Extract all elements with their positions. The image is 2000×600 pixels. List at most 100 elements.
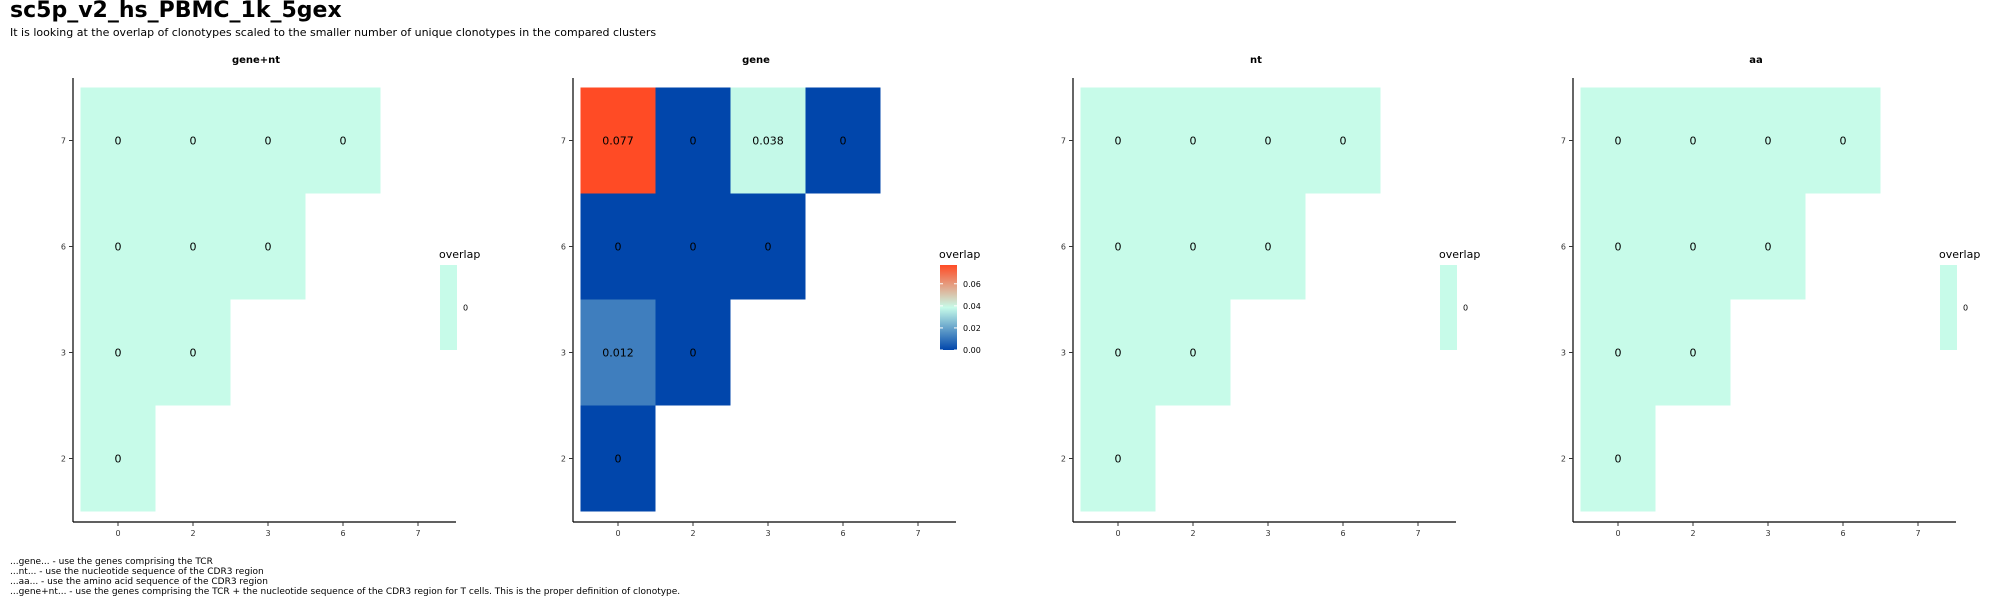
heatmap-cell	[1155, 193, 1231, 300]
y-tick-label: 2	[561, 455, 566, 464]
cell-value-label: 0	[615, 241, 622, 254]
heatmap-cell	[1730, 87, 1806, 194]
cell-value-label: 0	[1615, 241, 1622, 254]
x-tick-label: 2	[690, 529, 695, 538]
heatmap-cell	[580, 299, 656, 406]
cell-value-label: 0	[615, 453, 622, 466]
heatmap-cell	[580, 87, 656, 194]
heatmap-cell	[1155, 299, 1231, 406]
legend-title: overlap	[1939, 248, 1980, 261]
x-tick-label: 7	[415, 529, 420, 538]
legend-tick-label: 0	[1963, 304, 1968, 313]
x-tick-label: 0	[115, 529, 120, 538]
legend-tick-label: 0.04	[963, 302, 981, 311]
x-tick-label: 6	[840, 529, 845, 538]
panel-title: aa	[1749, 55, 1763, 66]
y-tick-label: 3	[561, 349, 566, 358]
heatmap-cell	[80, 193, 156, 300]
x-tick-label: 6	[340, 529, 345, 538]
legend-tick-label: 0.02	[963, 324, 981, 333]
cell-value-label: 0	[340, 135, 347, 148]
heatmap-cell	[80, 87, 156, 194]
cell-value-label: 0	[115, 241, 122, 254]
legend-title: overlap	[439, 248, 480, 261]
x-tick-label: 2	[1190, 529, 1195, 538]
y-tick-label: 2	[61, 455, 66, 464]
heatmap-cell	[1580, 405, 1656, 512]
cell-value-label: 0	[1190, 347, 1197, 360]
x-tick-label: 7	[1915, 529, 1920, 538]
legend-title: overlap	[1439, 248, 1480, 261]
footnotes: ...gene... - use the genes comprising th…	[10, 557, 680, 597]
x-tick-label: 7	[915, 529, 920, 538]
y-tick-label: 7	[61, 137, 66, 146]
x-tick-label: 0	[615, 529, 620, 538]
footnote-gene: ...gene... - use the genes comprising th…	[10, 557, 213, 567]
heatmap-cell	[805, 87, 881, 194]
heatmap-cell	[655, 299, 731, 406]
heatmap-cell	[655, 87, 731, 194]
heatmap-cell	[1230, 87, 1306, 194]
heatmap-cell	[155, 193, 231, 300]
cell-value-label: 0	[115, 347, 122, 360]
cell-value-label: 0	[1265, 135, 1272, 148]
cell-value-label: 0	[1115, 135, 1122, 148]
x-tick-label: 6	[1840, 529, 1845, 538]
legend-colorbar	[440, 265, 457, 350]
heatmap-cell	[80, 405, 156, 512]
cell-value-label: 0	[265, 135, 272, 148]
heatmap-cell	[1580, 87, 1656, 194]
cell-value-label: 0	[690, 241, 697, 254]
heatmap-cell	[1730, 193, 1806, 300]
heatmap-cell	[730, 193, 806, 300]
x-tick-label: 3	[1765, 529, 1770, 538]
page-subtitle: It is looking at the overlap of clonotyp…	[10, 26, 657, 39]
page-title: sc5p_v2_hs_PBMC_1k_5gex	[10, 0, 342, 23]
cell-value-label: 0	[1615, 135, 1622, 148]
heatmap-cell	[230, 193, 306, 300]
heatmap-cell	[1580, 299, 1656, 406]
cell-value-label: 0	[115, 453, 122, 466]
y-tick-label: 3	[61, 349, 66, 358]
cell-value-label: 0	[1840, 135, 1847, 148]
legend-colorbar	[940, 265, 957, 350]
x-tick-label: 2	[1690, 529, 1695, 538]
x-tick-label: 7	[1415, 529, 1420, 538]
x-tick-label: 3	[1265, 529, 1270, 538]
cell-value-label: 0.077	[602, 135, 634, 148]
y-tick-label: 7	[1561, 137, 1566, 146]
heatmap-cell	[1230, 193, 1306, 300]
x-tick-label: 2	[190, 529, 195, 538]
cell-value-label: 0	[1615, 453, 1622, 466]
y-tick-label: 2	[1061, 455, 1066, 464]
x-tick-label: 3	[265, 529, 270, 538]
y-tick-label: 2	[1561, 455, 1566, 464]
heatmap-cell	[1580, 193, 1656, 300]
panel-title: gene+nt	[232, 55, 280, 66]
heatmap-cell	[1305, 87, 1381, 194]
cell-value-label: 0	[190, 135, 197, 148]
cell-value-label: 0	[1690, 241, 1697, 254]
cell-value-label: 0	[1190, 135, 1197, 148]
cell-value-label: 0	[1340, 135, 1347, 148]
y-tick-label: 7	[1061, 137, 1066, 146]
y-tick-label: 3	[1061, 349, 1066, 358]
footnote-aa: ...aa... - use the amino acid sequence o…	[10, 577, 268, 587]
cell-value-label: 0	[190, 347, 197, 360]
footnote-nt: ...nt... - use the nucleotide sequence o…	[10, 567, 264, 577]
cell-value-label: 0	[1765, 241, 1772, 254]
y-tick-label: 6	[561, 243, 566, 252]
x-tick-label: 6	[1340, 529, 1345, 538]
legend-tick-label: 0	[463, 304, 468, 313]
heatmap-cell	[80, 299, 156, 406]
cell-value-label: 0	[190, 241, 197, 254]
y-tick-label: 7	[561, 137, 566, 146]
heatmap-cell	[1080, 299, 1156, 406]
cell-value-label: 0	[840, 135, 847, 148]
heatmap-cell	[1155, 87, 1231, 194]
cell-value-label: 0	[1690, 135, 1697, 148]
heatmap-cell	[155, 299, 231, 406]
x-tick-label: 0	[1115, 529, 1120, 538]
footnote-gene-nt: ...gene+nt... - use the genes comprising…	[10, 587, 681, 597]
heatmap-cell	[1655, 87, 1731, 194]
